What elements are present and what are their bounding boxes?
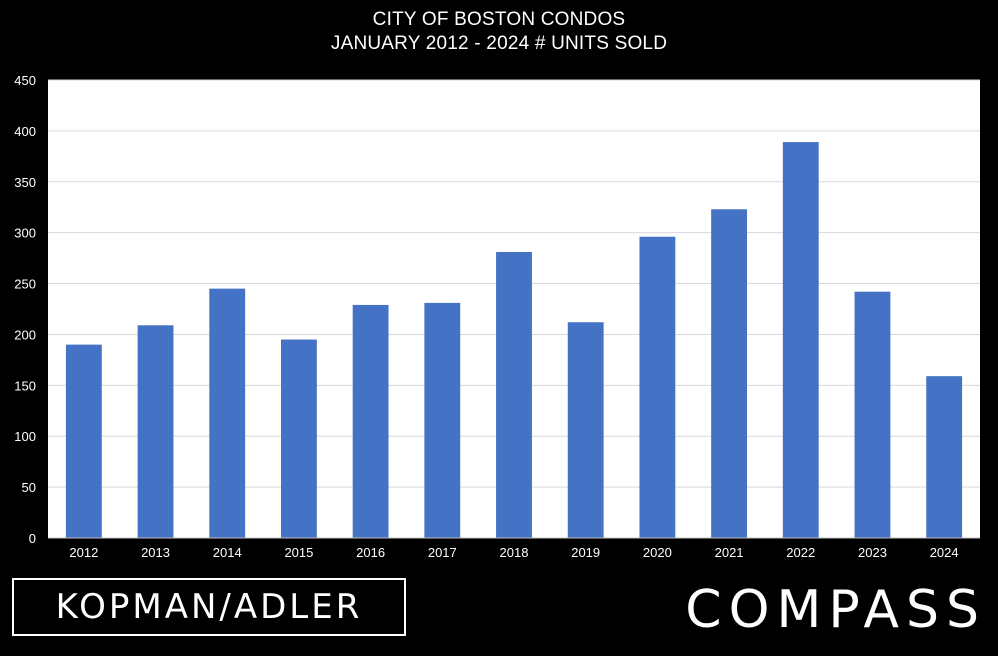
y-tick-label: 300 (14, 226, 36, 241)
bar-2015 (281, 339, 317, 538)
bar-2021 (711, 209, 747, 538)
bar-2012 (65, 344, 102, 538)
y-tick-label: 100 (14, 429, 36, 444)
x-tick-label: 2015 (284, 545, 313, 560)
x-tick-label: 2014 (213, 545, 242, 560)
bar-2018 (496, 252, 532, 538)
bar-2023 (854, 291, 891, 538)
x-tick-label: 2018 (500, 545, 529, 560)
y-tick-label: 450 (14, 73, 36, 88)
bar-2022 (782, 142, 819, 538)
bar-2019 (567, 322, 604, 538)
y-tick-label: 350 (14, 175, 36, 190)
bar-chart: 0 50 100 150 200 250 300 350 400 450 2012 2013 2014 2… (14, 73, 980, 560)
y-tick-label: 50 (22, 480, 36, 495)
x-tick-label: 2021 (715, 545, 744, 560)
x-tick-label: 2013 (141, 545, 170, 560)
compass-logo: COMPASS (685, 580, 986, 640)
kopman-adler-logo: KOPMAN/ADLER (12, 578, 406, 636)
x-tick-label: 2024 (930, 545, 959, 560)
x-tick-label: 2023 (858, 545, 887, 560)
bar-2024 (926, 376, 963, 538)
chart-title-block: CITY OF BOSTON CONDOS JANUARY 2012 - 202… (0, 8, 998, 56)
y-tick-label: 250 (14, 277, 36, 292)
y-tick-label: 200 (14, 327, 36, 342)
y-tick-label: 150 (14, 378, 36, 393)
bar-2020 (639, 236, 676, 538)
chart-title: CITY OF BOSTON CONDOS (372, 9, 626, 30)
bar-2014 (209, 288, 246, 538)
x-tick-label: 2017 (428, 545, 457, 560)
x-tick-label: 2022 (786, 545, 815, 560)
y-tick-label: 0 (29, 531, 36, 546)
chart-subtitle: JANUARY 2012 - 2024 # UNITS SOLD (330, 33, 668, 54)
bar-2016 (352, 304, 389, 538)
x-tick-label: 2020 (643, 545, 672, 560)
bar-2017 (424, 302, 461, 538)
bar-2013 (137, 325, 174, 538)
x-tick-label: 2012 (69, 545, 98, 560)
x-tick-label: 2016 (356, 545, 385, 560)
y-tick-label: 400 (14, 124, 36, 139)
x-tick-label: 2019 (571, 545, 600, 560)
